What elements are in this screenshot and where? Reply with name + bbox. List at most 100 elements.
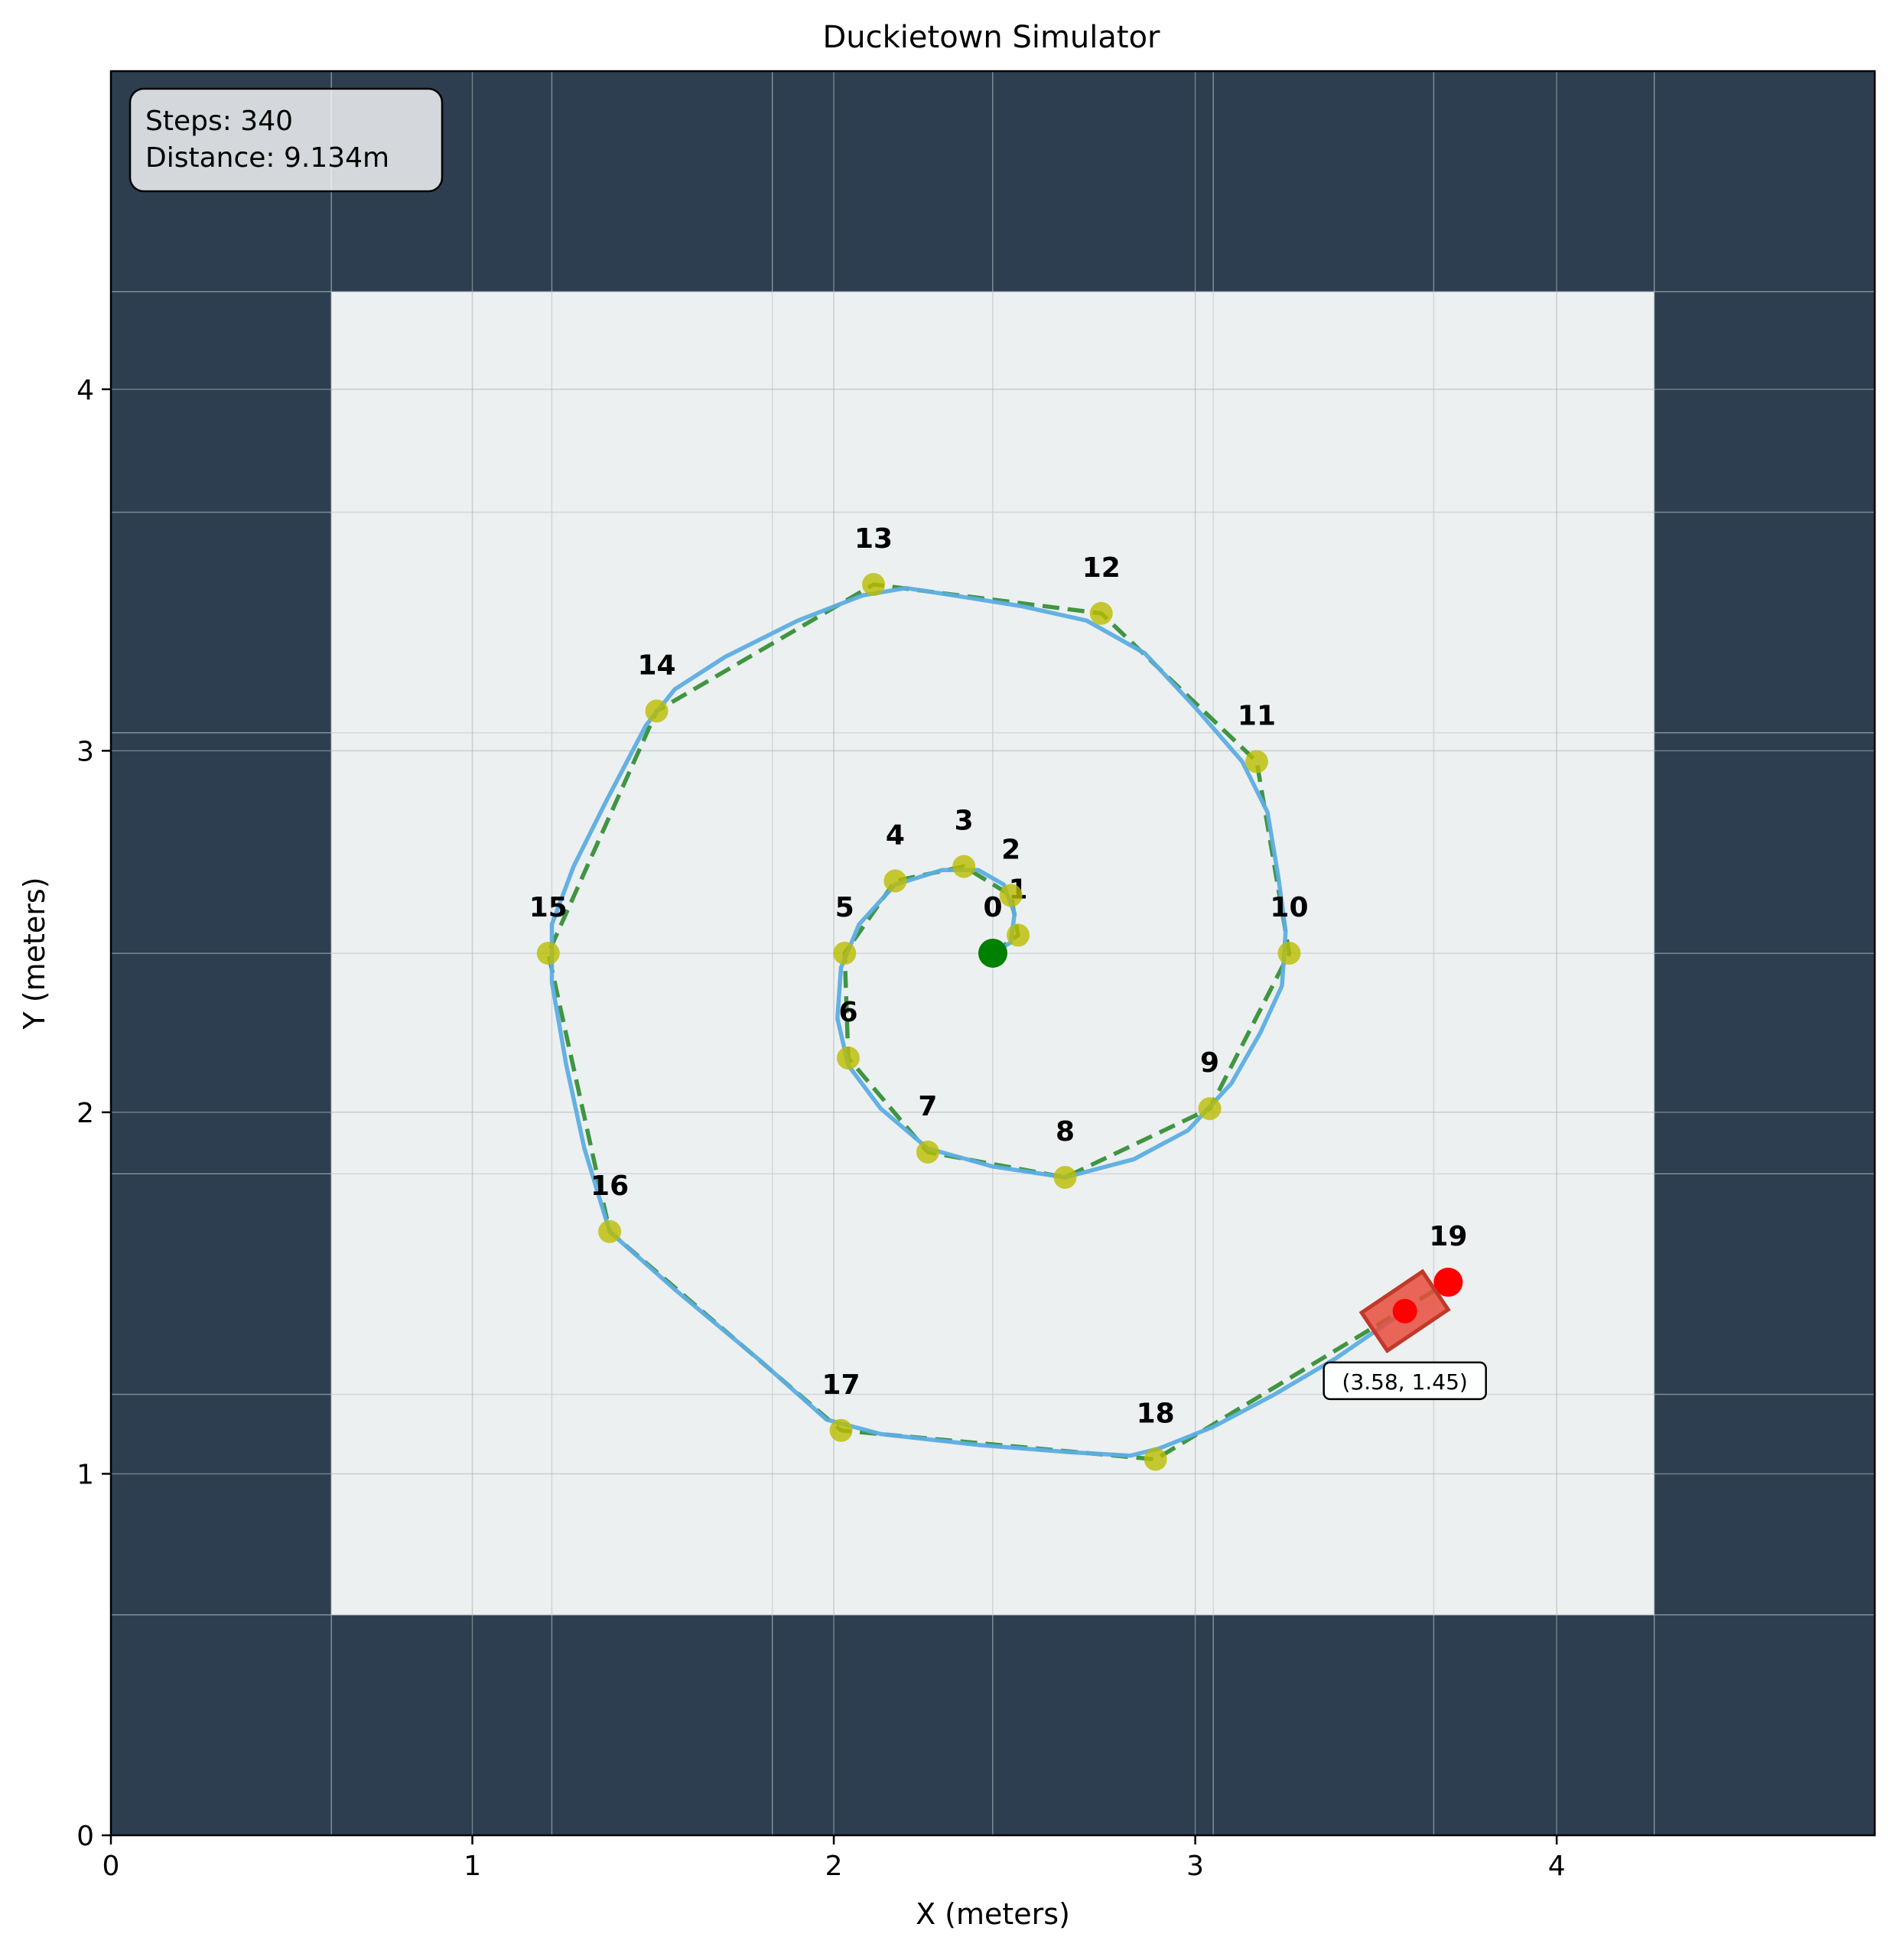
x-tick-label: 4 (1548, 1851, 1566, 1882)
road-tile (330, 291, 553, 513)
wall-tile (992, 70, 1214, 292)
y-tick-label: 1 (76, 1459, 94, 1490)
x-tick-label: 1 (464, 1851, 481, 1882)
waypoint-label: 11 (1238, 701, 1276, 732)
wall-tile (330, 1614, 553, 1836)
waypoint-label: 4 (886, 819, 905, 851)
waypoint-marker (1277, 942, 1301, 965)
waypoint-label: 3 (955, 806, 974, 837)
waypoint-marker (916, 1140, 939, 1164)
waypoint-marker (883, 869, 907, 893)
info-box-background (129, 87, 444, 193)
road-tile (551, 291, 773, 513)
wall-tile (110, 1173, 332, 1395)
road-tile (551, 732, 773, 954)
actual-path-line (549, 585, 1407, 1458)
info-box: Steps: 340 Distance: 9.134m (129, 87, 444, 193)
road-tile (1212, 952, 1435, 1174)
waypoint-label: 9 (1200, 1047, 1219, 1079)
road-tile (1433, 291, 1655, 513)
waypoint-marker (1053, 1165, 1077, 1189)
y-tick-label: 0 (76, 1821, 94, 1852)
road-tile (1433, 1173, 1655, 1395)
waypoint-label: 17 (821, 1369, 860, 1401)
road-tile (772, 952, 994, 1174)
x-axis-label: X (meters) (916, 1897, 1070, 1931)
y-tick-label: 3 (76, 736, 94, 767)
waypoint-marker (952, 855, 976, 878)
waypoint-marker (1007, 923, 1030, 947)
road-tile (330, 1173, 553, 1395)
x-tick-label: 0 (102, 1851, 120, 1882)
wall-tile (1654, 1393, 1876, 1616)
waypoint-label: 15 (529, 892, 568, 923)
road-tile (551, 1393, 773, 1616)
wall-tile (110, 511, 332, 734)
road-tile (992, 1393, 1214, 1616)
road-tile (992, 732, 1214, 954)
waypoint-label: 12 (1082, 552, 1121, 584)
x-tick-label: 3 (1186, 1851, 1204, 1882)
wall-tile (110, 732, 332, 954)
x-axis: 0 1 2 3 4 (102, 1835, 1566, 1882)
wall-tile (772, 70, 994, 292)
road-tile (330, 511, 553, 734)
waypoint-label: 13 (854, 523, 893, 555)
wall-tile (551, 1614, 773, 1836)
wall-tile (1654, 70, 1876, 292)
waypoint-label: 0 (983, 892, 1002, 923)
waypoint-marker (1198, 1097, 1222, 1121)
road-tile (992, 952, 1214, 1174)
wall-tile (1433, 1614, 1655, 1836)
robot-layer: (3.58, 1.45) (1323, 1268, 1487, 1401)
road-tile (1433, 732, 1655, 954)
road-tile (330, 952, 553, 1174)
road-tile (330, 1393, 553, 1616)
wall-tile (1433, 70, 1655, 292)
tile-map (110, 70, 1876, 1836)
robot-center-dot (1392, 1298, 1417, 1323)
path-layer (546, 582, 1449, 1462)
road-tile (772, 1393, 994, 1616)
waypoint-label: 7 (918, 1091, 937, 1122)
wall-tile (110, 291, 332, 513)
wall-tile (772, 1614, 994, 1836)
road-tile (551, 511, 773, 734)
wall-tile (110, 1614, 332, 1836)
waypoint-label: 18 (1137, 1398, 1175, 1430)
waypoint-label: 16 (590, 1170, 629, 1202)
robot-position-box (1323, 1361, 1487, 1401)
waypoint-marker (536, 942, 560, 965)
y-tick-label: 4 (76, 375, 94, 406)
road-tile (1212, 291, 1435, 513)
distance-text: Distance: 9.134m (145, 142, 389, 174)
goal-marker (1433, 1268, 1463, 1297)
x-tick-label: 2 (825, 1851, 843, 1882)
waypoint-marker (833, 942, 857, 965)
waypoint-marker (598, 1219, 622, 1243)
road-tile (551, 952, 773, 1174)
waypoint-label: 19 (1429, 1221, 1467, 1252)
road-tile (330, 732, 553, 954)
road-tile (1433, 1393, 1655, 1616)
wall-tile (551, 70, 773, 292)
waypoint-marker (1089, 601, 1113, 625)
waypoint-label: 10 (1270, 892, 1308, 923)
wall-tile (1654, 291, 1876, 513)
road-tile (1433, 511, 1655, 734)
waypoint-marker (836, 1047, 860, 1070)
plot-frame (109, 70, 1876, 1837)
waypoint-label: 6 (838, 997, 857, 1028)
y-axis: 0 1 2 3 4 (76, 375, 111, 1852)
wall-tile (1654, 1173, 1876, 1395)
road-tile (772, 732, 994, 954)
waypoint-marker (1144, 1447, 1167, 1471)
road-tile (772, 291, 994, 513)
y-tick-label: 2 (76, 1098, 94, 1129)
wall-tile (1654, 732, 1876, 954)
waypoint-marker (999, 884, 1023, 907)
waypoint-marker (1244, 750, 1268, 773)
waypoint-label: 8 (1056, 1116, 1075, 1148)
waypoint-marker (829, 1418, 853, 1442)
